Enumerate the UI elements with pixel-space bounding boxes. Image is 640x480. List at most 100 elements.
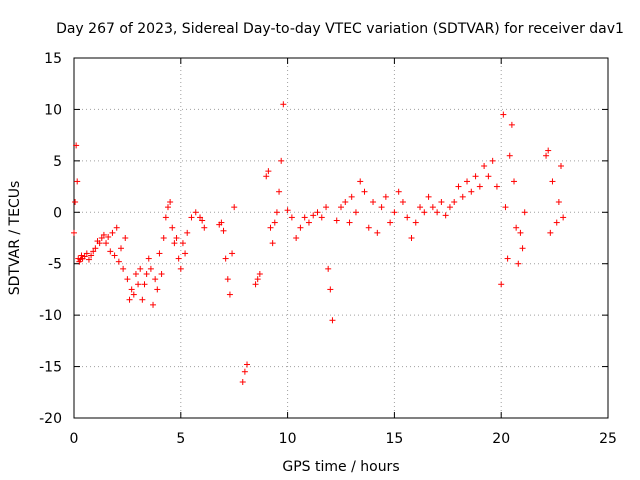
data-point	[197, 214, 204, 221]
data-point	[352, 209, 359, 216]
data-point	[252, 281, 259, 288]
data-point	[382, 193, 389, 200]
y-tick-label: -10	[39, 308, 62, 324]
data-point	[293, 235, 300, 241]
data-point	[162, 214, 169, 221]
data-point	[305, 219, 312, 226]
data-point	[429, 204, 436, 211]
data-point	[167, 199, 174, 205]
data-point	[412, 219, 419, 226]
data-point	[220, 227, 227, 234]
data-point	[72, 199, 79, 205]
data-point	[549, 178, 556, 185]
data-point	[288, 214, 295, 221]
data-point	[96, 240, 103, 247]
data-point	[434, 209, 441, 216]
data-point	[472, 173, 479, 180]
data-point	[150, 301, 157, 308]
data-point	[314, 209, 321, 216]
data-point	[442, 212, 449, 219]
data-point	[201, 224, 208, 231]
data-point	[327, 286, 334, 293]
data-point	[342, 199, 349, 205]
y-tick-label: 5	[53, 154, 62, 170]
data-point	[73, 142, 80, 149]
data-point	[139, 296, 146, 303]
data-points	[71, 101, 567, 385]
data-point	[547, 229, 554, 236]
data-point	[318, 214, 325, 221]
data-point	[553, 219, 560, 226]
data-point	[323, 204, 330, 211]
data-point	[451, 199, 458, 205]
data-point	[231, 204, 238, 211]
data-point	[391, 209, 398, 216]
data-point	[222, 255, 229, 262]
data-point	[348, 193, 355, 200]
data-point	[135, 281, 142, 288]
data-point	[254, 276, 261, 283]
x-tick-label: 15	[385, 431, 403, 447]
y-tick-label: 0	[53, 205, 62, 221]
data-point	[502, 204, 509, 211]
data-point	[476, 183, 483, 190]
y-tick-label: 10	[44, 102, 62, 118]
data-point	[199, 217, 206, 224]
data-point	[555, 199, 562, 205]
data-point	[515, 260, 522, 267]
data-point	[438, 199, 445, 205]
x-tick-label: 0	[70, 431, 79, 447]
data-point	[504, 255, 511, 262]
x-tick-label: 20	[492, 431, 510, 447]
data-point	[132, 271, 139, 277]
data-point	[192, 209, 199, 216]
data-point	[182, 250, 189, 257]
data-point	[239, 379, 246, 385]
data-point	[508, 121, 515, 128]
data-point	[145, 255, 152, 262]
data-point	[464, 178, 471, 185]
data-point	[229, 250, 236, 257]
data-point	[301, 214, 308, 221]
data-point	[169, 224, 176, 231]
data-point	[357, 178, 364, 185]
data-point	[485, 173, 492, 180]
data-point	[85, 256, 92, 263]
data-point	[346, 219, 353, 226]
data-point	[147, 265, 154, 272]
data-point	[310, 212, 317, 219]
data-point	[333, 217, 340, 224]
data-point	[88, 252, 95, 259]
data-point	[365, 224, 372, 231]
x-tick-label: 5	[176, 431, 185, 447]
data-point	[117, 245, 124, 252]
data-point	[468, 188, 475, 195]
data-point	[244, 361, 251, 368]
data-point	[141, 281, 148, 288]
data-point	[122, 235, 129, 241]
y-axis: -20 -15 -10 -5 0 5 10 15	[39, 51, 608, 427]
data-point	[325, 265, 332, 272]
y-tick-label: 15	[44, 51, 62, 67]
data-point	[455, 183, 462, 190]
grid	[74, 58, 608, 418]
data-point	[154, 286, 161, 293]
data-point	[545, 147, 552, 154]
data-point	[498, 281, 505, 288]
data-point	[543, 152, 550, 159]
data-point	[404, 214, 411, 221]
y-tick-label: -20	[39, 411, 62, 427]
data-point	[226, 291, 233, 298]
data-point	[517, 229, 524, 236]
plot-frame	[73, 57, 609, 419]
data-point	[378, 204, 385, 211]
y-tick-label: -5	[48, 257, 62, 273]
data-point	[338, 204, 344, 211]
data-point	[71, 229, 77, 236]
data-point	[284, 207, 291, 214]
data-point	[273, 209, 280, 216]
data-point	[513, 224, 520, 231]
y-tick-label: -15	[39, 360, 62, 376]
data-point	[113, 224, 120, 231]
